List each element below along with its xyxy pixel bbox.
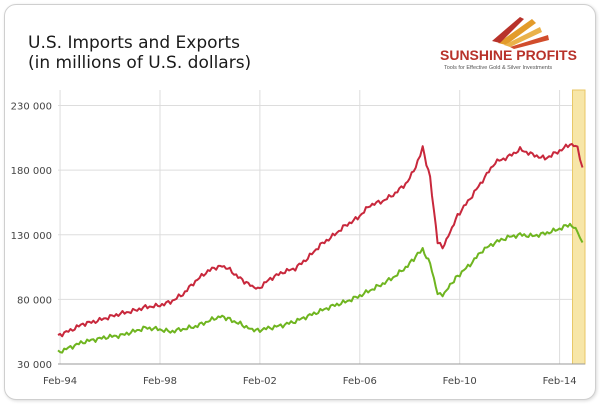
- sunshine-profits-logo: SUNSHINE PROFITS Tools for Effective Gol…: [440, 17, 577, 71]
- y-tick-label: 230 000: [11, 102, 52, 113]
- logo-rays-icon: [492, 17, 549, 49]
- series-line-imports: [57, 143, 584, 338]
- grid-layer: [58, 90, 585, 365]
- y-tick-label: 30 000: [17, 360, 52, 371]
- chart-title-line1: U.S. Imports and Exports: [28, 33, 241, 53]
- x-tick-label: Feb-06: [343, 376, 377, 387]
- logo-tagline: Tools for Effective Gold & Silver Invest…: [444, 65, 552, 71]
- series-layer: [57, 143, 584, 354]
- logo-text: SUNSHINE PROFITS: [440, 47, 577, 63]
- x-tick-label: Feb-94: [43, 376, 77, 387]
- chart-title-line2: (in millions of U.S. dollars): [28, 53, 252, 73]
- y-tick-label: 80 000: [17, 295, 52, 306]
- y-tick-label: 130 000: [11, 231, 52, 242]
- x-tick-label: Feb-02: [243, 376, 277, 387]
- chart-frame: [4, 4, 596, 400]
- x-tick-label: Feb-14: [543, 376, 577, 387]
- y-tick-label: 180 000: [11, 166, 52, 177]
- series-line-exports: [57, 222, 584, 354]
- x-tick-label: Feb-98: [143, 376, 177, 387]
- axis-layer: 30 000 80 000 130 000 180 000 230 000 Feb-94 F…: [11, 102, 585, 387]
- x-tick-label: Feb-10: [443, 376, 477, 387]
